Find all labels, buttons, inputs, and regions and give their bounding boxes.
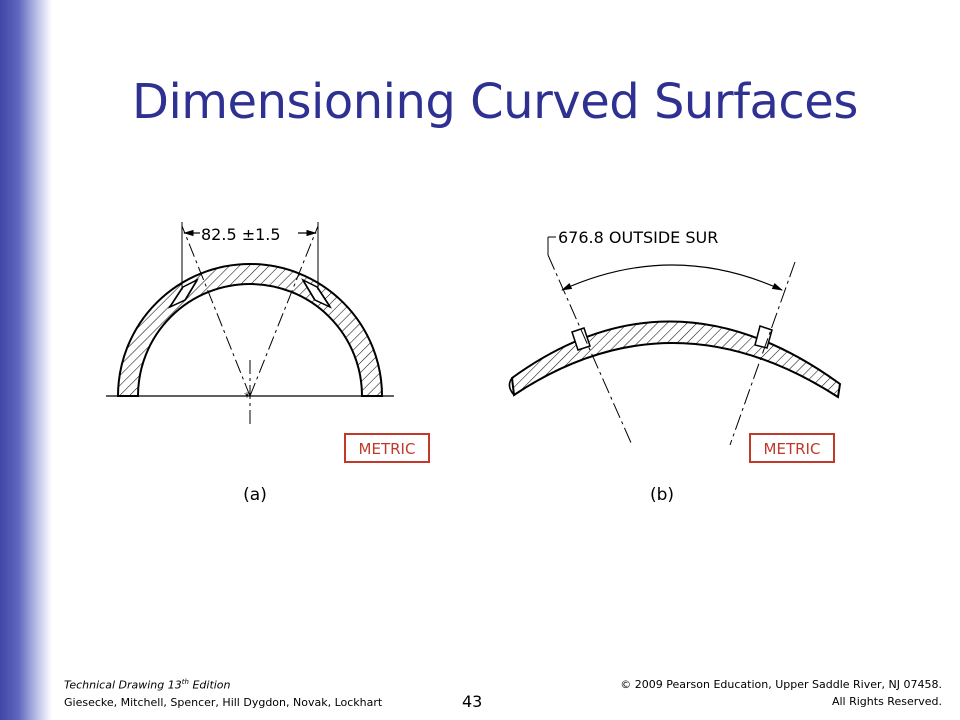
page-number: 43 <box>462 692 483 711</box>
figure-a-ring <box>116 263 384 397</box>
figure-b-drawing <box>508 236 842 446</box>
figure-b-metric-box <box>749 433 835 463</box>
slide-title: Dimensioning Curved Surfaces <box>132 74 858 130</box>
rights-line: All Rights Reserved. <box>831 695 942 708</box>
footer-authors: Giesecke, Mitchell, Spencer, Hill Dygdon… <box>64 695 383 709</box>
copyright-line: © 2009 Pearson Education, Upper Saddle R… <box>620 678 942 691</box>
figure-a-metric-box <box>344 433 430 463</box>
figure-b-metric-label: METRIC <box>764 440 821 458</box>
svg-text:*: * <box>244 390 250 404</box>
figure-a-drawing: * <box>106 222 394 425</box>
figure-a-metric-label: METRIC <box>359 440 416 458</box>
footer-copyright: © 2009 Pearson Education, Upper Saddle R… <box>620 676 942 710</box>
figure-b-dimension: 676.8 OUTSIDE SUR <box>558 228 718 247</box>
side-gradient-bar <box>0 0 52 720</box>
footer-book-info: Technical Drawing 13th Edition Giesecke,… <box>64 674 382 711</box>
figure-a-dimension: 82.5 ±1.5 <box>201 225 281 244</box>
figure-b-band <box>510 320 842 399</box>
figure-b-caption: (b) <box>650 485 674 505</box>
figure-a-caption: (a) <box>243 485 267 505</box>
footer-book-title: Technical Drawing 13th Edition <box>64 678 231 692</box>
